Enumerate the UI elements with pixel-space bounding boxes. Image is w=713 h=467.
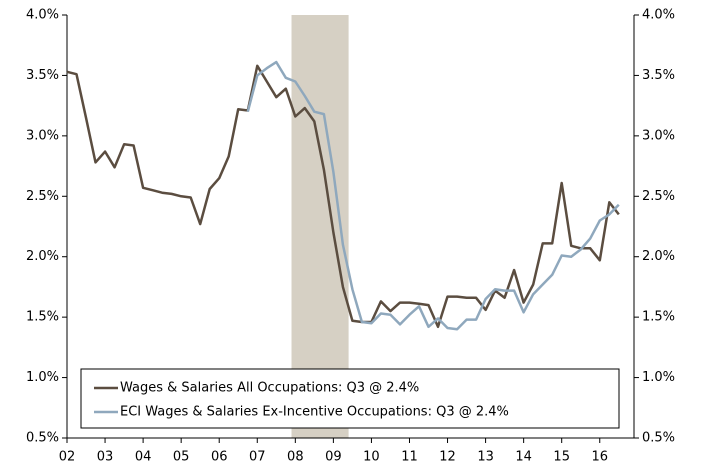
x-tick-label: 11 — [401, 450, 418, 465]
recession-band — [291, 15, 349, 438]
y2-tick-label: 3.5% — [642, 68, 675, 83]
x-tick-label: 10 — [363, 450, 380, 465]
x-tick-label: 02 — [59, 450, 76, 465]
x-tick-label: 05 — [173, 450, 190, 465]
series-line — [246, 60, 620, 331]
y-tick-label: 2.5% — [26, 189, 59, 204]
x-tick-label: 12 — [439, 450, 456, 465]
y-tick-label: 3.0% — [26, 128, 59, 143]
y2-tick-label: 3.0% — [642, 128, 675, 143]
y2-tick-label: 2.5% — [642, 189, 675, 204]
y2-tick-label: 1.0% — [642, 370, 675, 385]
x-tick-label: 03 — [97, 450, 114, 465]
x-tick-label: 09 — [325, 450, 342, 465]
x-tick-label: 07 — [249, 450, 266, 465]
y2-tick-label: 4.0% — [642, 8, 675, 23]
y-tick-label: 2.0% — [26, 249, 59, 264]
y-tick-label: 3.5% — [26, 68, 59, 83]
legend: Wages & Salaries All Occupations: Q3 @ 2… — [80, 368, 620, 429]
y2-tick-label: 1.5% — [642, 310, 675, 325]
x-tick-label: 15 — [553, 450, 570, 465]
y2-tick-label: 2.0% — [642, 249, 675, 264]
x-tick-label: 14 — [515, 450, 532, 465]
legend-label: ECI Wages & Salaries Ex-Incentive Occupa… — [120, 405, 509, 420]
y-tick-label: 4.0% — [26, 8, 59, 23]
series-line — [66, 64, 620, 329]
x-tick-label: 08 — [287, 450, 304, 465]
y-tick-label: 1.5% — [26, 310, 59, 325]
y2-tick-label: 0.5% — [642, 431, 675, 446]
x-tick-label: 06 — [211, 450, 228, 465]
legend-label: Wages & Salaries All Occupations: Q3 @ 2… — [120, 381, 419, 396]
y-tick-label: 1.0% — [26, 370, 59, 385]
x-tick-label: 13 — [477, 450, 494, 465]
x-tick-label: 04 — [135, 450, 152, 465]
legend-box — [80, 368, 620, 429]
y-tick-label: 0.5% — [26, 431, 59, 446]
x-tick-label: 16 — [591, 450, 608, 465]
